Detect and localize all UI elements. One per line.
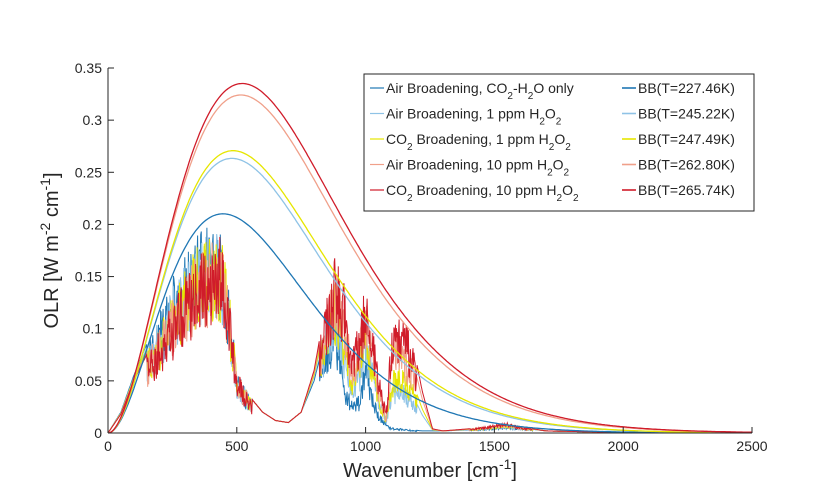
y-tick-label: 0.25 — [75, 164, 102, 180]
y-tick-label: 0.3 — [83, 112, 103, 128]
y-tick-label: 0.35 — [75, 60, 102, 76]
legend-entry-label: Air Broadening, 10 ppm H2O2 — [386, 157, 570, 179]
legend-entry-label: BB(T=245.22K) — [638, 106, 735, 122]
spectral-series-line — [108, 236, 752, 433]
x-tick-label: 0 — [104, 438, 112, 454]
legend-entry-label: BB(T=247.49K) — [638, 131, 735, 147]
y-tick-label: 0 — [94, 425, 102, 441]
y-tick-label: 0.2 — [83, 216, 103, 232]
legend-box — [363, 73, 755, 212]
legend-entry-label: Air Broadening, 1 ppm H2O2 — [386, 106, 562, 128]
legend-entry-label: BB(T=265.74K) — [638, 182, 735, 198]
blackbody-curve — [108, 213, 752, 433]
x-tick-label: 1500 — [479, 438, 510, 454]
legend-entry-label: CO2 Broadening, 1 ppm H2O2 — [386, 131, 571, 153]
x-tick-label: 500 — [225, 438, 249, 454]
y-tick-label: 0.15 — [75, 269, 102, 285]
legend-entry-label: BB(T=227.46K) — [638, 80, 735, 96]
x-tick-label: 2000 — [608, 438, 639, 454]
y-tick-label: 0.05 — [75, 373, 102, 389]
series-layer — [108, 82, 752, 433]
legend-entry-label: BB(T=262.80K) — [638, 157, 735, 173]
y-tick-label: 0.1 — [83, 321, 103, 337]
legend-entry-label: Air Broadening, CO2-H2O only — [386, 80, 574, 102]
y-axis-title: OLR [W m-2 cm-1] — [37, 172, 63, 328]
x-tick-label: 2500 — [736, 438, 767, 454]
legend: Air Broadening, CO2-H2O only Air Broadeni… — [363, 73, 755, 212]
axes-layer: 0 500 1000 1500 2000 2500 0 0.05 0.1 0.15 0.2 0.25 0… — [37, 60, 768, 482]
blackbody-curve — [108, 82, 752, 433]
legend-entry-label: CO2 Broadening, 10 ppm H2O2 — [386, 182, 579, 204]
x-tick-label: 1000 — [350, 438, 381, 454]
blackbody-curve — [108, 150, 752, 433]
x-axis-title: Wavenumber [cm-1] — [343, 456, 517, 482]
